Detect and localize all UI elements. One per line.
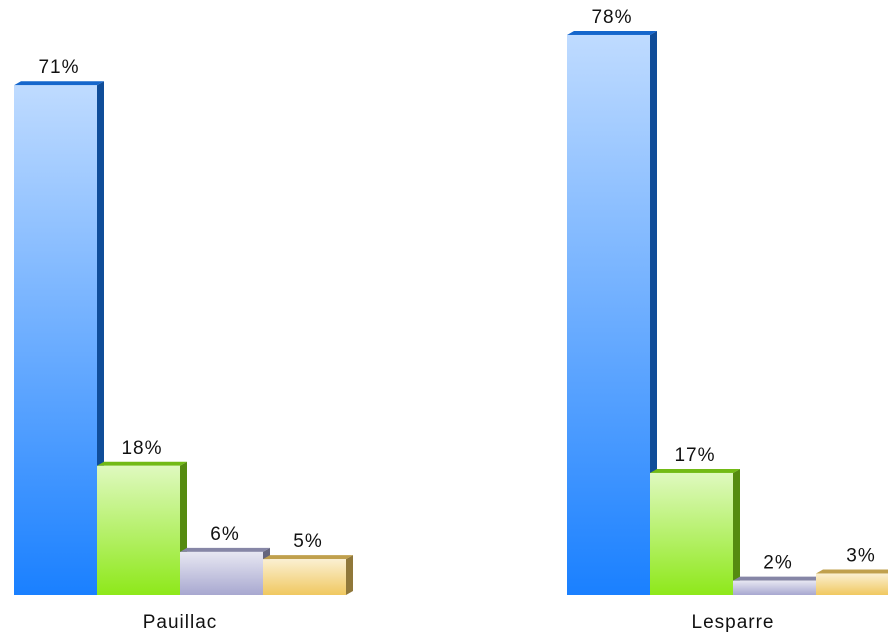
bar-top [567,30,657,35]
bar [263,559,346,595]
bar-top [650,468,740,473]
bar [97,465,180,595]
value-label: 18% [121,438,162,459]
bar-side [733,468,740,595]
bar [14,85,97,595]
bar-top [14,81,104,86]
value-label: 3% [846,545,875,566]
bar-side [346,555,353,595]
bar-top [263,555,353,560]
bar-side [650,30,657,595]
bar-top [816,569,888,574]
bar-top [97,461,187,466]
value-label: 78% [591,7,632,28]
value-label: 2% [763,553,792,574]
bar [180,551,263,595]
value-label: 6% [210,524,239,545]
value-label: 71% [38,57,79,78]
bar [733,580,816,595]
value-label: 5% [293,531,322,552]
category-label: Pauillac [143,612,218,633]
category-label: Lesparre [692,612,775,633]
bar [650,472,733,595]
value-label: 17% [674,445,715,466]
bar [567,34,650,595]
bar [816,573,888,595]
bar-top [180,547,270,552]
bar-top [733,576,823,581]
